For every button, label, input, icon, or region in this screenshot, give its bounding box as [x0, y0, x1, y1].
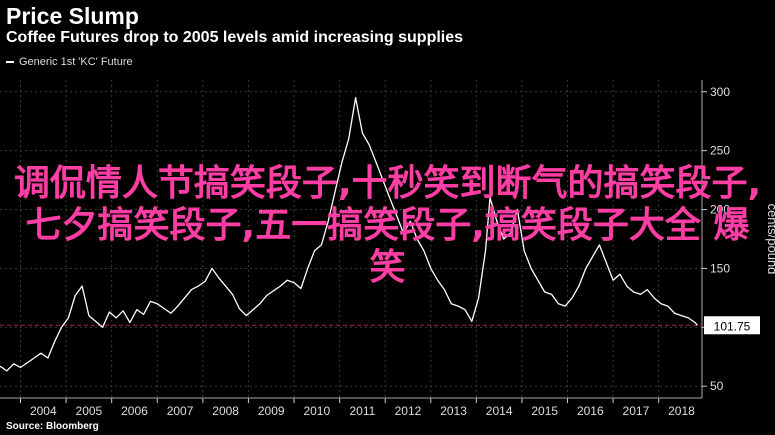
x-tick-label: 2005	[76, 404, 103, 418]
x-tick-label: 2009	[258, 404, 285, 418]
x-tick-label: 2016	[577, 404, 604, 418]
x-tick-label: 2012	[395, 404, 422, 418]
legend-swatch	[6, 61, 14, 63]
y-tick-label: 50	[710, 379, 724, 393]
x-tick-label: 2015	[531, 404, 558, 418]
x-tick-label: 2010	[303, 404, 330, 418]
x-tick-label: 2013	[440, 404, 467, 418]
x-tick-label: 2011	[349, 404, 375, 418]
chart-subtitle: Coffee Futures drop to 2005 levels amid …	[6, 29, 464, 46]
x-tick-label: 2007	[167, 404, 194, 418]
last-value-box	[704, 316, 760, 335]
y-axis-label: cents/pound	[765, 204, 775, 275]
series-line	[0, 97, 698, 372]
chart-title: Price Slump	[6, 3, 139, 29]
y-tick-label: 250	[710, 144, 730, 158]
x-tick-label: 2014	[486, 404, 513, 418]
x-tick-label: 2006	[121, 404, 148, 418]
y-tick-label: 150	[710, 261, 730, 275]
legend: Generic 1st 'KC' Future	[6, 56, 133, 68]
last-value-label: 101.75	[714, 319, 751, 333]
x-tick-label: 2018	[668, 404, 695, 418]
y-tick-label: 200	[710, 203, 730, 217]
x-tick-label: 2004	[30, 404, 57, 418]
y-tick-label: 300	[710, 85, 730, 99]
overlay-watermark-text: 调侃情人节搞笑段子,十秒笑到断气的搞笑段子,七夕搞笑段子,五一搞笑段子,搞笑段子…	[13, 163, 762, 288]
legend-label: Generic 1st 'KC' Future	[19, 56, 133, 68]
x-tick-label: 2008	[212, 404, 239, 418]
x-tick-label: 2017	[623, 404, 650, 418]
source-label: Source: Bloomberg	[6, 421, 99, 432]
